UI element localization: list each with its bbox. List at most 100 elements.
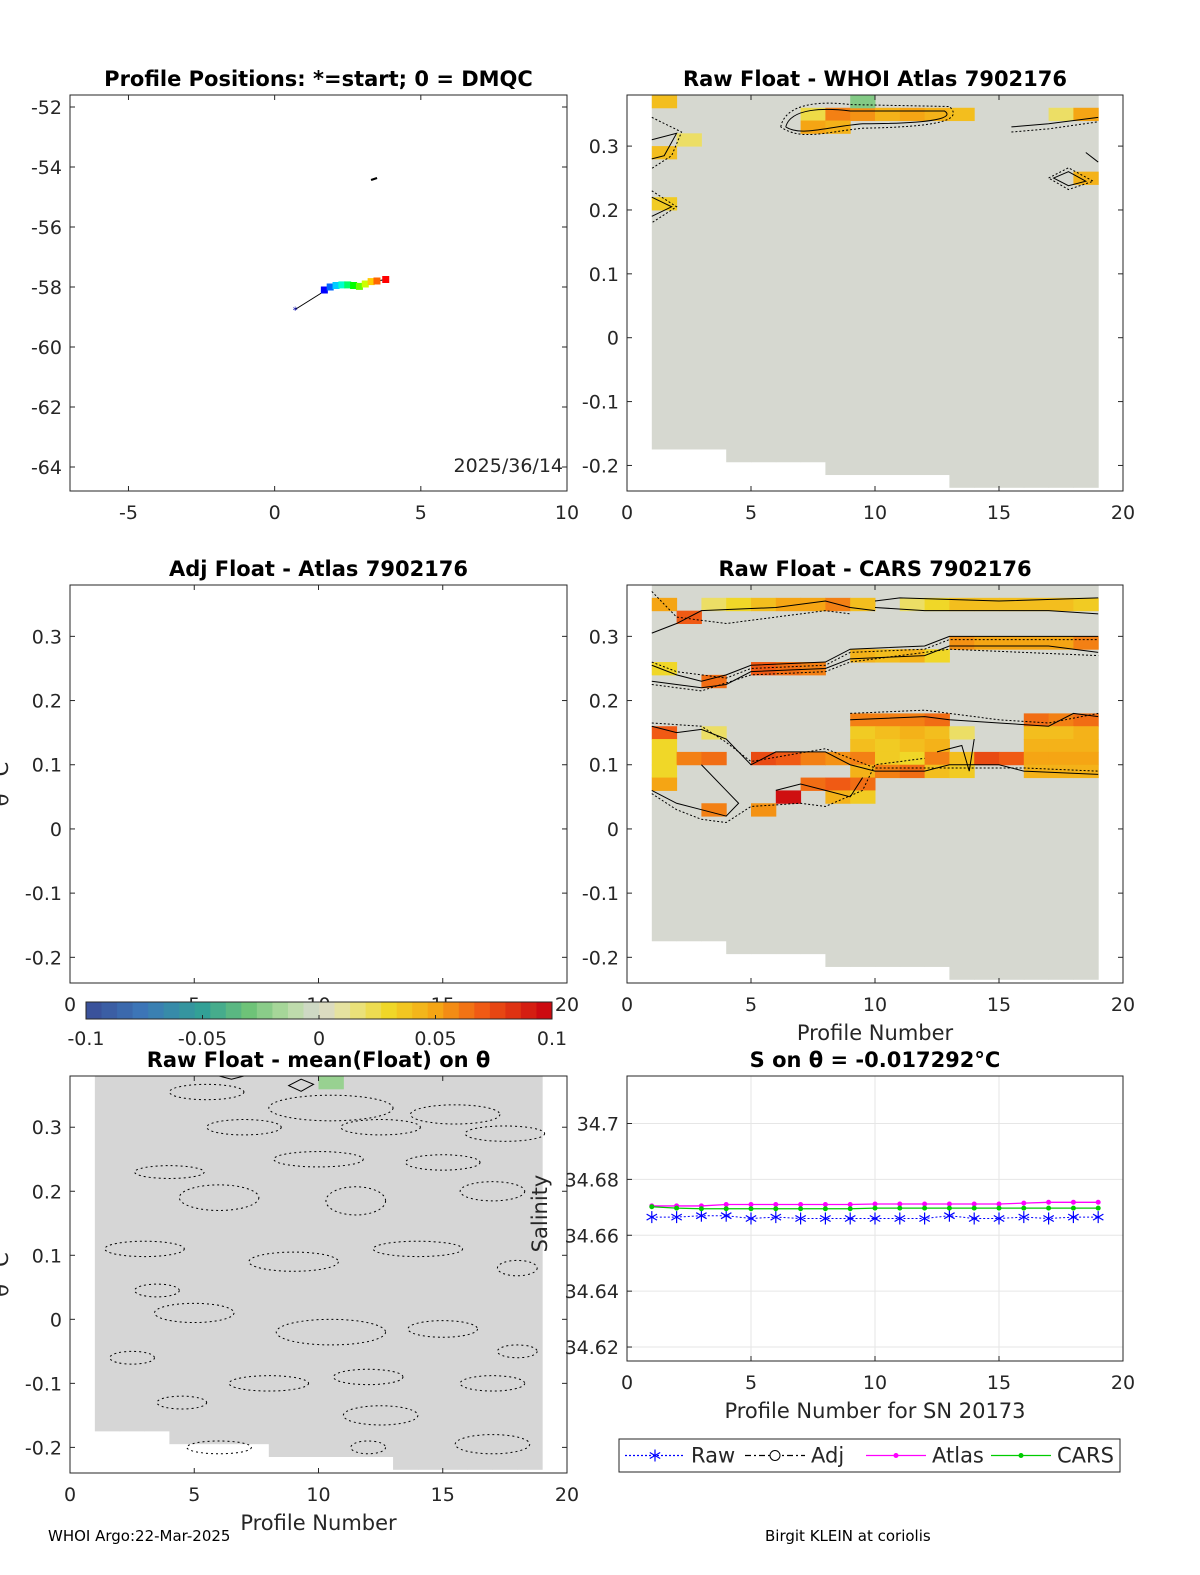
colorbar-segment [179,1002,196,1019]
positions-extra-mark [370,177,378,181]
positions-profile-point [382,276,390,283]
raw-cars-contour [651,635,1099,682]
colorbar-segment [396,1002,413,1019]
salinity-legend-marker-raw [649,1449,661,1462]
positions-profile-point [367,278,375,286]
raw-cars-cell [875,739,901,753]
salinity-point-cars [798,1206,804,1212]
positions-xtick-label: 0 [269,502,281,524]
salinity-point-atlas [971,1201,977,1207]
raw-mean-contour-dotted [496,1259,538,1277]
raw-mean-contour-dotted [404,1154,481,1171]
adj-atlas-ytick-label: 0.2 [32,691,62,713]
salinity-title: S on θ = -0.017292°C [750,1048,1001,1072]
raw-mean-ytick-label: -0.1 [25,1373,62,1395]
raw-atlas-column [924,95,950,476]
colorbar-segment [365,1002,382,1019]
raw-atlas-column [825,95,851,476]
raw-cars-cell [1048,597,1074,612]
raw-cars-contours-dotted [651,591,1099,824]
raw-cars-ytick-label: -0.1 [582,883,619,905]
raw-cars-column [800,585,826,955]
raw-cars-xtick-label: 15 [987,994,1011,1016]
salinity-point-raw-stroke [1043,1214,1055,1223]
raw-atlas-column [775,95,802,463]
raw-atlas-column [949,95,975,488]
raw-cars-cell [949,636,975,650]
raw-mean-column [393,1076,419,1470]
positions-xtick-label: 5 [415,502,427,524]
raw-mean-contour-dotted [350,1440,387,1455]
raw-cars-cell [1073,739,1099,753]
positions-xtick-label: 10 [555,502,579,524]
positions-marks: * 2025/36/14 [293,177,563,477]
raw-cars-cell [800,751,826,766]
raw-mean-contour-dotted [248,1251,339,1272]
raw-mean-axes: 0 5 10 15 20 0.3 0.2 0.1 0 -0.1 -0.2 Raw Float - me… [0,1048,579,1535]
salinity-point-cars [723,1206,729,1212]
positions-profile-point [338,281,346,289]
raw-cars-cell [999,636,1025,650]
salinity-point-cars [748,1206,754,1212]
raw-cars-contour [936,738,975,772]
raw-mean-xtick-label: 0 [64,1484,76,1506]
raw-cars-contour [874,597,1099,602]
raw-cars-cell [875,726,901,740]
raw-atlas-ytick-label: 0.1 [589,264,619,286]
colorbar-segment [536,1002,553,1019]
raw-mean-column [94,1076,121,1432]
raw-cars-cell [1023,751,1050,766]
raw-mean-ytick-label: 0 [50,1309,62,1331]
salinity-point-raw [770,1211,782,1224]
raw-atlas-axes: 0 5 10 15 20 0.3 0.2 0.1 0 -0.1 -0.2 Raw Float - WH… [582,67,1135,524]
raw-atlas-ytick-label: -0.1 [582,392,619,414]
raw-cars-cell [701,803,727,817]
raw-cars-cell [924,597,950,612]
raw-mean-column [492,1076,518,1470]
salinity-point-raw [993,1212,1005,1225]
salinity-point-cars [847,1206,853,1212]
salinity-series-raw [646,1209,1104,1225]
salinity-legend-marker-stroke [649,1451,661,1460]
salinity-legend-marker-adj [769,1450,781,1461]
raw-cars-contour-dotted [651,639,1099,679]
raw-atlas-contour-dotted [1047,167,1095,191]
raw-atlas-ytick-label: 0.3 [589,136,619,158]
salinity-point-raw-stroke [795,1214,807,1223]
raw-atlas-cell [1073,171,1099,185]
salinity-point-raw-stroke [646,1213,658,1221]
raw-cars-ytick-label: 0.3 [589,626,619,648]
colorbar-segment [210,1002,227,1019]
raw-cars-contour-dotted [651,591,851,625]
salinity-point-cars [996,1205,1002,1211]
raw-mean-cell [318,1076,344,1090]
salinity-point-cars [922,1205,928,1211]
raw-mean-contour [218,1075,245,1080]
raw-mean-contours-dotted [104,1083,546,1455]
raw-cars-cell [875,649,901,663]
raw-cars-cell [850,764,876,779]
colorbar-segment [319,1002,336,1019]
raw-atlas-ytick-label: 0.2 [589,200,619,222]
colorbar-segment [163,1002,180,1019]
colorbar-segment [148,1002,165,1019]
raw-mean-contour-dotted [273,1151,364,1168]
raw-mean-contour [287,1078,315,1092]
raw-mean-ylabel: θ °C [0,1252,13,1297]
salinity-legend-label-cars: CARS [1057,1444,1114,1468]
raw-cars-cell [701,726,727,740]
salinity-xtick-label: 20 [1111,1372,1135,1394]
raw-atlas-cell [875,107,901,122]
raw-atlas-column [999,95,1025,488]
raw-cars-cell [974,751,1000,766]
salinity-legend-marker-atlas [893,1453,899,1458]
salinity-point-raw-stroke [720,1212,732,1220]
colorbar-segment [505,1002,522,1019]
raw-atlas-cell [1048,107,1074,122]
raw-mean-column [243,1076,270,1445]
positions-profile-point [350,282,358,289]
salinity-point-raw [968,1212,980,1225]
raw-mean-contour-dotted [134,1283,180,1298]
colorbar-segment [474,1002,491,1019]
colorbar-tick-label: 0 [313,1028,325,1050]
